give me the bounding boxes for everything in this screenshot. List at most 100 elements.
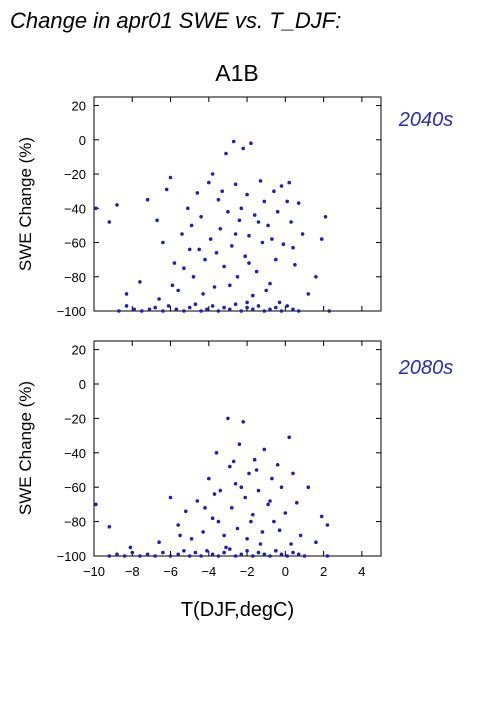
data-point: [296, 552, 301, 557]
data-point: [216, 554, 221, 558]
data-point: [247, 261, 251, 265]
data-point: [233, 182, 238, 187]
data-point: [251, 307, 255, 312]
data-point: [168, 554, 173, 558]
data-point: [235, 275, 240, 279]
data-point: [327, 309, 332, 313]
data-point: [262, 199, 267, 204]
data-point: [266, 502, 270, 507]
data-point: [107, 525, 112, 529]
data-point: [145, 552, 150, 557]
data-point: [272, 189, 276, 193]
data-point: [300, 232, 305, 236]
data-point: [319, 237, 324, 241]
x-tick-label: −4: [201, 564, 216, 579]
figure-title: Change in apr01 SWE vs. T_DJF:: [10, 8, 341, 33]
data-point: [245, 305, 249, 310]
data-point: [270, 476, 274, 481]
data-point: [233, 232, 238, 236]
data-point: [218, 227, 223, 231]
x-tick-label: −8: [125, 564, 140, 579]
data-point: [189, 223, 194, 228]
data-point: [187, 554, 192, 558]
data-point: [176, 523, 180, 527]
data-point: [241, 420, 245, 424]
data-point: [210, 516, 215, 520]
data-point: [201, 530, 205, 534]
data-point: [268, 281, 272, 286]
data-point: [270, 237, 274, 241]
data-point: [260, 530, 265, 534]
data-point: [153, 554, 157, 558]
data-point: [199, 309, 203, 313]
data-point: [279, 552, 284, 557]
y-tick-label: −40: [64, 446, 86, 461]
data-point: [323, 215, 328, 219]
data-point: [281, 242, 286, 246]
data-point: [193, 550, 198, 555]
data-point: [224, 545, 228, 550]
period-label: 2080s: [398, 357, 454, 379]
data-point: [94, 502, 98, 507]
data-point: [245, 192, 249, 197]
data-point: [230, 244, 234, 248]
data-point: [252, 213, 257, 217]
data-point: [186, 206, 190, 211]
data-point: [157, 540, 161, 544]
data-point: [228, 547, 232, 551]
data-point: [107, 554, 112, 558]
y-tick-label: 0: [79, 133, 86, 148]
data-point: [178, 533, 182, 538]
data-point: [214, 451, 219, 455]
data-point: [197, 247, 201, 252]
data-point: [268, 499, 272, 503]
data-point: [291, 307, 295, 312]
data-point: [132, 307, 136, 312]
data-point: [256, 488, 261, 493]
data-point: [289, 220, 293, 224]
data-point: [277, 300, 282, 305]
data-point: [182, 309, 186, 313]
data-point: [220, 189, 224, 193]
data-point: [233, 554, 238, 558]
data-point: [140, 309, 144, 313]
data-point: [199, 215, 203, 219]
data-point: [279, 309, 284, 313]
data-point: [325, 523, 330, 527]
data-point: [222, 305, 226, 310]
data-point: [296, 201, 301, 205]
y-tick-label: −40: [64, 201, 86, 216]
data-point: [231, 139, 236, 144]
data-point: [201, 292, 205, 296]
data-point: [216, 309, 221, 313]
data-point: [258, 179, 263, 183]
data-point: [157, 297, 161, 301]
y-tick-label: −80: [64, 515, 86, 530]
y-tick-label: −80: [64, 270, 86, 285]
data-point: [94, 206, 98, 211]
data-point: [237, 442, 242, 447]
data-point: [262, 447, 267, 452]
data-point: [216, 519, 221, 524]
data-point: [293, 263, 297, 267]
data-point: [285, 554, 290, 558]
data-point: [161, 550, 165, 555]
data-point: [205, 307, 209, 312]
data-point: [117, 309, 121, 313]
data-point: [247, 471, 251, 476]
data-point: [228, 283, 232, 288]
data-point: [216, 197, 221, 202]
data-point: [207, 476, 211, 481]
y-tick-label: 20: [72, 343, 86, 358]
data-point: [153, 305, 157, 310]
data-point: [275, 463, 280, 467]
data-point: [191, 275, 196, 279]
data-point: [138, 280, 142, 284]
x-tick-label: −6: [163, 564, 178, 579]
x-tick-label: −10: [83, 564, 105, 579]
data-point: [228, 464, 232, 469]
data-point: [249, 519, 253, 524]
data-point: [274, 549, 278, 553]
data-point: [266, 223, 270, 228]
data-point: [306, 292, 311, 296]
